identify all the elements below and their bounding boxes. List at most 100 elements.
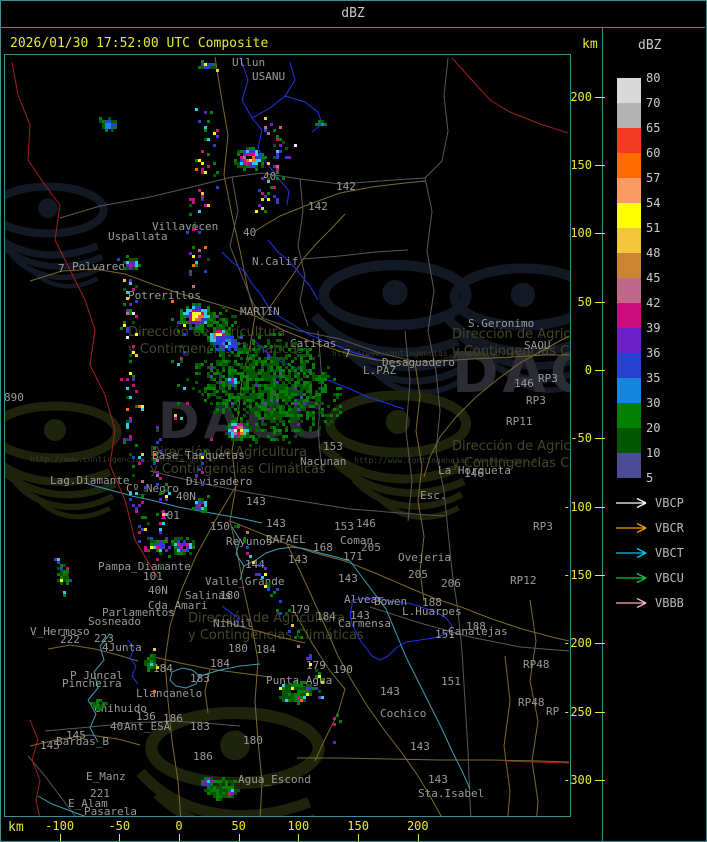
arrow-icon [636, 547, 647, 554]
x-tick-label: 0 [175, 819, 183, 833]
x-tick-mark [238, 834, 240, 841]
colorbar-value: 20 [646, 421, 661, 435]
legend-arrow-label: VBBB [655, 596, 684, 610]
colorbar-title: dBZ [638, 38, 662, 53]
legend-arrow-label: VBCP [655, 496, 684, 510]
x-tick-label: -50 [108, 819, 131, 833]
legend-arrow-label: VBCT [655, 546, 684, 560]
colorbar-swatch [617, 153, 641, 178]
colorbar-swatch [617, 203, 641, 228]
legend-arrow-row: VBCP [616, 496, 684, 510]
legend-arrow-row: VBBB [616, 596, 684, 610]
colorbar-swatch [617, 328, 641, 353]
colorbar-swatch [617, 278, 641, 303]
arrow-icon [636, 502, 647, 509]
colorbar-swatch [617, 228, 641, 253]
colorbar-value: 45 [646, 271, 661, 285]
colorbar-swatch [617, 378, 641, 403]
vector-legend: VBCP VBCR VBCT VBCU VBBB [616, 496, 685, 610]
y-tick-label: 150 [570, 158, 592, 173]
km-unit-bottom: km [8, 820, 24, 835]
colorbar-swatch [617, 78, 641, 103]
y-tick-label: 0 [584, 363, 592, 377]
colorbar-swatch [617, 253, 641, 278]
y-tick-mark [595, 779, 605, 781]
colorbar-value: 60 [646, 146, 661, 160]
x-tick-label: 150 [347, 819, 369, 833]
x-tick-mark [179, 834, 180, 841]
colorbar-value: 70 [646, 96, 661, 110]
km-unit-top: km [582, 37, 598, 52]
map-plot-border [4, 54, 571, 817]
y-tick-mark [595, 233, 605, 235]
y-tick-mark [595, 711, 605, 713]
arrow-icon [636, 572, 647, 579]
arrow-icon [636, 552, 647, 559]
legend-arrow-label: VBCR [655, 521, 685, 535]
arrow-icon [636, 577, 647, 584]
colorbar-value: 36 [646, 346, 661, 360]
legend-arrow-label: VBCU [655, 571, 684, 585]
x-tick-label: -100 [45, 819, 75, 833]
colorbar-value: 80 [646, 71, 661, 85]
y-tick-mark [595, 438, 605, 440]
colorbar-value: 48 [646, 246, 661, 260]
colorbar-value: 35 [646, 371, 661, 385]
x-tick-mark [119, 834, 121, 841]
x-tick-label: 50 [231, 819, 246, 833]
colorbar-value: 10 [646, 446, 661, 460]
y-tick-label: -250 [563, 704, 592, 719]
arrow-icon [636, 497, 647, 504]
colorbar-swatch [617, 303, 641, 328]
y-tick-label: 100 [570, 226, 592, 241]
colorbar-swatch [617, 353, 641, 378]
y-tick-mark [595, 165, 605, 167]
colorbar-swatch [617, 128, 641, 153]
y-tick-label: -50 [570, 431, 592, 446]
legend-arrow-row: VBCU [616, 571, 684, 585]
y-tick-label: -200 [563, 636, 592, 651]
colorbar-swatch [617, 403, 641, 428]
arrow-icon [636, 527, 647, 534]
y-tick-mark [595, 506, 605, 508]
colorbar-swatch [617, 103, 641, 128]
colorbar-swatch [617, 453, 641, 478]
y-tick-mark [595, 574, 605, 576]
colorbar-value: 65 [646, 121, 661, 135]
colorbar-value: 42 [646, 296, 661, 310]
arrow-icon [636, 597, 647, 604]
x-tick-label: 200 [406, 819, 429, 833]
timestamp-label: 2026/01/30 17:52:00 UTC Composite [10, 36, 269, 51]
y-tick-label: -300 [563, 772, 592, 787]
x-tick-mark [417, 834, 419, 841]
colorbar-value: 57 [646, 171, 661, 185]
title-bar: dBZ [1, 1, 705, 28]
colorbar-value: 54 [646, 196, 661, 210]
colorbar-value: 5 [646, 471, 654, 485]
colorbar-swatch [617, 178, 641, 203]
x-tick-mark [358, 834, 360, 841]
y-tick-mark [595, 643, 605, 645]
y-tick-mark [595, 96, 605, 98]
title-bar-text: dBZ [341, 6, 365, 21]
y-tick-label: 50 [577, 294, 592, 309]
x-tick-label: 100 [287, 819, 310, 833]
y-tick-mark [595, 370, 605, 371]
colorbar-swatch [617, 428, 641, 453]
x-tick-mark [59, 834, 61, 841]
y-tick-label: -150 [563, 567, 592, 582]
colorbar-value: 51 [646, 221, 661, 235]
panel-divider [602, 28, 603, 841]
colorbar-value: 39 [646, 321, 661, 335]
arrow-icon [636, 602, 647, 609]
y-tick-label: 200 [570, 89, 592, 104]
y-tick-mark [595, 301, 605, 303]
x-tick-mark [298, 834, 300, 841]
arrow-icon [636, 522, 647, 529]
legend-arrow-row: VBCR [616, 521, 685, 535]
legend-arrow-row: VBCT [616, 546, 684, 560]
y-tick-label: -100 [563, 499, 592, 514]
colorbar-value: 30 [646, 396, 661, 410]
